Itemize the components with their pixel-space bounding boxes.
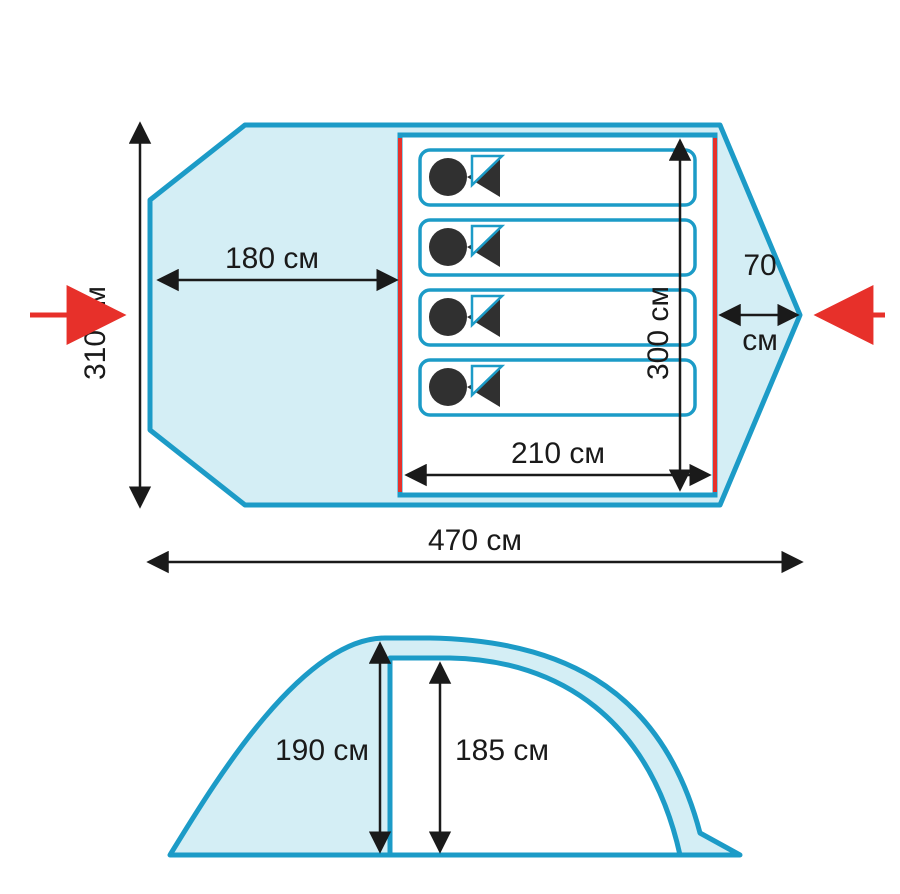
dim-rear-vestibule-unit: см xyxy=(742,324,778,357)
dim-rear-vestibule-label: 70 xyxy=(743,249,776,282)
top-view: 310 см 180 см 300 см 70 см 210 см 470 см xyxy=(30,125,885,562)
sleeping-bag-2 xyxy=(420,220,695,275)
diagram-svg: 310 см 180 см 300 см 70 см 210 см 470 см… xyxy=(0,0,900,894)
dim-vestibule-label: 180 см xyxy=(225,242,319,275)
dim-overall-width-label: 470 см xyxy=(428,524,522,557)
side-view: 190 см 185 см xyxy=(170,638,740,855)
dim-inner-width-label: 210 см xyxy=(511,437,605,470)
dim-overall-depth-label: 310 см xyxy=(79,286,112,380)
dim-outer-height-label: 190 см xyxy=(275,734,369,767)
tent-dimension-diagram: 310 см 180 см 300 см 70 см 210 см 470 см… xyxy=(0,0,900,894)
dim-inner-depth-label: 300 см xyxy=(642,286,675,380)
sleeping-bag-1 xyxy=(420,150,695,205)
dim-inner-height-label: 185 см xyxy=(455,734,549,767)
